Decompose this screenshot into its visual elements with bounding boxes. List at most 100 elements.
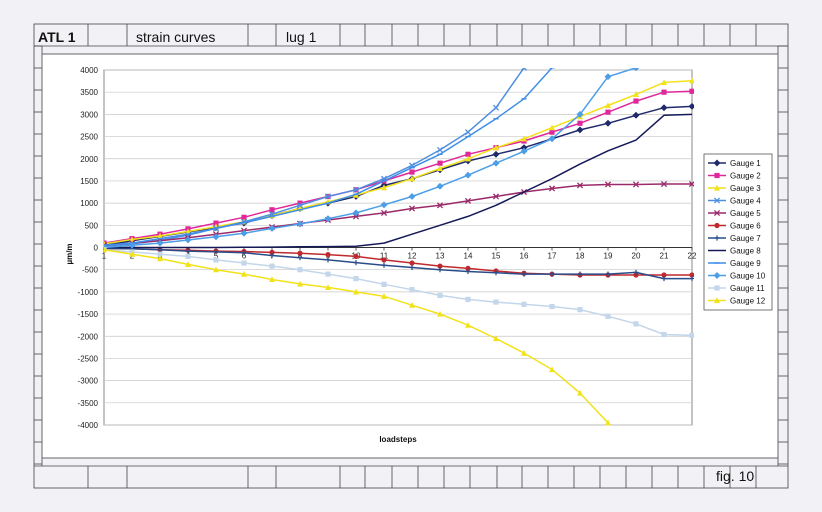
data-point: [437, 165, 443, 172]
legend-marker: [713, 197, 721, 204]
data-point: [492, 193, 500, 200]
legend: Gauge 1 Gauge 2 Gauge 3 Gauge 4 Gauge 5 Gauge…: [703, 153, 773, 311]
legend-marker: [714, 235, 720, 241]
data-point: [409, 264, 415, 271]
data-point: [437, 263, 443, 269]
data-point: [353, 275, 359, 282]
legend-label: Gauge 5: [730, 209, 761, 218]
data-point: [632, 68, 640, 72]
data-point: [269, 207, 275, 213]
data-point: [521, 135, 527, 142]
series-line-gauge-11: [104, 248, 693, 337]
data-point: [548, 135, 556, 143]
legend-label: Gauge 10: [730, 272, 766, 281]
series-line-gauge-8: [104, 113, 693, 249]
data-point: [325, 252, 331, 258]
page-subtitle: lug 1: [286, 29, 317, 45]
data-point: [577, 271, 583, 277]
legend-item-gauge-11: Gauge 11: [708, 284, 765, 293]
y-tick-label: 3500: [80, 88, 98, 97]
data-point: [520, 68, 528, 71]
data-point: [353, 288, 359, 295]
legend-label: Gauge 12: [730, 297, 766, 306]
data-point: [689, 88, 694, 94]
data-point: [157, 255, 163, 262]
y-tick-label: -1500: [78, 310, 99, 319]
data-point: [549, 303, 555, 310]
series-gauge-7: [104, 245, 694, 282]
data-point: [577, 307, 583, 313]
data-point: [688, 102, 694, 110]
data-point: [633, 272, 639, 278]
data-point: [604, 181, 612, 188]
data-point: [576, 110, 584, 118]
data-point: [241, 250, 247, 256]
legend-marker: [714, 172, 720, 179]
data-point: [269, 249, 275, 255]
x-tick-label: 13: [436, 252, 445, 261]
legend-marker: [714, 222, 720, 229]
data-point: [380, 201, 388, 209]
data-point: [493, 299, 499, 305]
legend-item-gauge-12: Gauge 12: [708, 297, 766, 306]
data-point: [689, 332, 694, 338]
series-line-gauge-2: [104, 90, 693, 244]
data-point: [297, 255, 303, 261]
x-tick-label: 15: [492, 252, 501, 261]
data-point: [381, 262, 387, 268]
data-point: [381, 184, 387, 191]
x-tick-label: 12: [408, 252, 417, 261]
data-point: [689, 77, 694, 84]
data-point: [689, 272, 694, 278]
legend-label: Gauge 1: [730, 159, 761, 168]
data-point: [156, 239, 164, 247]
legend-label: Gauge 7: [730, 234, 761, 243]
series-gauge-9: [104, 68, 555, 247]
x-tick-label: 1: [102, 252, 107, 261]
data-point: [297, 280, 303, 287]
data-point: [661, 331, 667, 338]
data-point: [213, 220, 219, 226]
y-tick-label: 4000: [80, 66, 98, 75]
series-group: [104, 68, 694, 426]
data-point: [241, 260, 247, 266]
y-tick-label: -4000: [78, 421, 99, 430]
data-point: [104, 246, 107, 253]
data-point: [297, 267, 303, 273]
data-point: [353, 259, 359, 266]
data-point: [464, 129, 472, 136]
series-gauge-11: [104, 247, 694, 338]
data-point: [464, 171, 472, 179]
series-line-gauge-10: [104, 68, 637, 249]
data-point: [296, 202, 304, 209]
y-tick-label: -3000: [78, 377, 99, 386]
data-point: [409, 169, 415, 175]
data-point: [324, 215, 332, 223]
x-tick-label: 11: [380, 252, 389, 261]
data-point: [660, 180, 668, 188]
data-point: [128, 241, 136, 249]
legend-label: Gauge 2: [730, 172, 761, 181]
data-point: [689, 275, 694, 282]
data-point: [605, 102, 611, 109]
data-point: [576, 182, 584, 189]
data-point: [604, 73, 612, 81]
data-point: [633, 98, 639, 104]
data-point: [213, 249, 219, 255]
data-point: [409, 287, 415, 293]
data-point: [661, 79, 667, 86]
y-tick-label: -3500: [78, 399, 99, 408]
data-point: [465, 265, 471, 271]
data-point: [381, 281, 387, 287]
legend-item-gauge-3: Gauge 3: [708, 184, 761, 193]
data-point: [493, 270, 499, 276]
data-point: [353, 253, 359, 259]
legend-item-gauge-2: Gauge 2: [708, 172, 761, 181]
legend-marker: [714, 285, 720, 291]
data-point: [268, 224, 276, 232]
data-point: [381, 293, 387, 299]
legend-label: Gauge 3: [730, 184, 761, 193]
data-point: [381, 257, 387, 263]
